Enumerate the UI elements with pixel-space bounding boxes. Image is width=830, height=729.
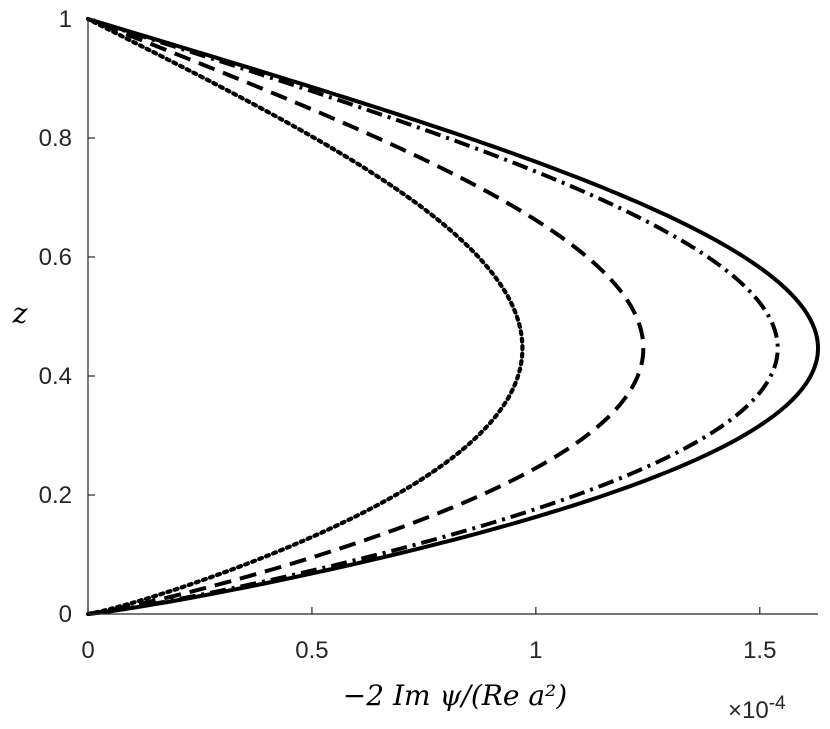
y-tick-label: 1 <box>59 6 72 33</box>
x-exponent-power: -4 <box>769 693 786 714</box>
y-tick-label: 0.4 <box>39 363 72 390</box>
series-line-dotted <box>85 16 525 617</box>
y-tick-label: 0 <box>59 601 72 628</box>
x-tick-label: 0 <box>81 637 94 664</box>
series-group <box>85 16 820 617</box>
series-line-solid <box>87 17 820 616</box>
y-tick-label: 0.2 <box>39 482 72 509</box>
x-tick-label: 1 <box>529 637 542 664</box>
ticks-group: 0 0.5 1 1.5 0 0.2 0.4 0.6 0.8 1 <box>39 6 777 664</box>
x-exponent-base: ×10 <box>728 697 769 724</box>
x-tick-label: 1.5 <box>743 637 776 664</box>
x-tick-label: 0.5 <box>295 637 328 664</box>
axes-group <box>87 19 818 615</box>
x-exponent-label: ×10-4 <box>728 693 786 724</box>
series-line-dashed <box>87 17 646 616</box>
y-tick-label: 0.6 <box>39 244 72 271</box>
y-tick-label: 0.8 <box>39 125 72 152</box>
y-axis-label: z <box>12 297 28 330</box>
x-axis-label: −2 Im ψ/(Re a²) <box>343 679 567 712</box>
series-line-dashdot <box>87 17 780 616</box>
